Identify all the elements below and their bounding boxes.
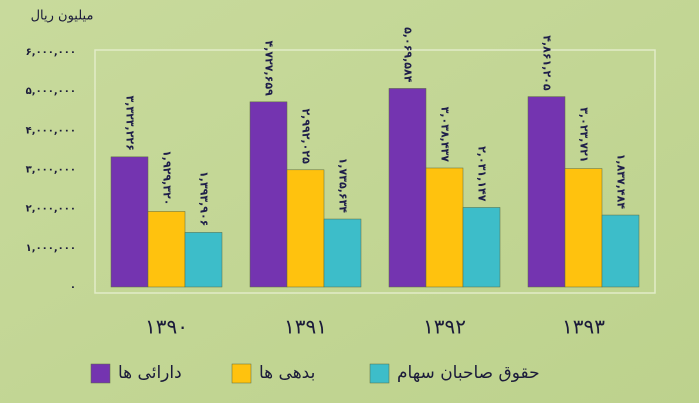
legend-swatch (90, 363, 111, 384)
plot-frame (94, 49, 656, 294)
value-label: ۱,۳۹۳,۹۰۶ (198, 171, 211, 226)
bar (425, 167, 464, 288)
value-label: ۳,۰۳۸,۴۳۷ (439, 107, 452, 163)
value-label: ۱,۹۲۹,۳۲۰ (161, 150, 174, 205)
y-tick-label: ۲,۰۰۰,۰۰۰ (26, 204, 76, 215)
legend-label: بدهی ها (259, 363, 315, 383)
bar (462, 207, 501, 288)
bar (147, 211, 186, 288)
legend-label: دارائی ها (118, 363, 182, 383)
bar (249, 101, 288, 288)
bar (184, 232, 223, 288)
bar (286, 169, 325, 288)
legend-label: حقوق صاحبان سهام (397, 363, 540, 383)
bar (110, 156, 149, 288)
y-tick-label: ۳,۰۰۰,۰۰۰ (26, 165, 76, 176)
y-tick-label: ۱,۰۰۰,۰۰۰ (26, 243, 76, 254)
value-label: ۲,۹۹۲,۰۲۵ (300, 108, 313, 164)
value-label: ۱,۷۳۵,۶۳۴ (337, 158, 350, 214)
y-tick-label: ۶,۰۰۰,۰۰۰ (26, 47, 76, 58)
bar (527, 96, 566, 288)
bar (388, 88, 427, 288)
value-label: ۱,۸۳۷,۴۸۴ (615, 154, 628, 210)
bar (564, 168, 603, 288)
legend-swatch (231, 363, 252, 384)
x-tick-label: ۱۳۹۳ (562, 315, 605, 339)
y-tick-label: ۴,۰۰۰,۰۰۰ (26, 125, 76, 136)
value-label: ۴,۸۶۱,۲۰۵ (541, 35, 554, 91)
value-label: ۴,۷۲۷,۶۵۹ (263, 40, 276, 96)
value-label: ۲,۰۳۱,۱۴۷ (476, 146, 489, 202)
axis-unit-title: میلیون ریال (31, 9, 94, 24)
bar (601, 214, 640, 288)
value-label: ۳,۰۲۳,۷۲۱ (578, 107, 591, 162)
x-tick-label: ۱۳۹۰ (145, 315, 188, 339)
value-label: ۵,۰۶۹,۵۸۴ (402, 27, 415, 83)
x-tick-label: ۱۳۹۲ (423, 315, 466, 339)
y-tick-label: ۰ (70, 282, 76, 293)
x-tick-label: ۱۳۹۱ (284, 315, 327, 339)
value-label: ۳,۳۲۳,۲۲۶ (124, 95, 137, 150)
bar (323, 218, 362, 288)
y-tick-label: ۵,۰۰۰,۰۰۰ (26, 86, 76, 97)
legend-swatch (369, 363, 390, 384)
